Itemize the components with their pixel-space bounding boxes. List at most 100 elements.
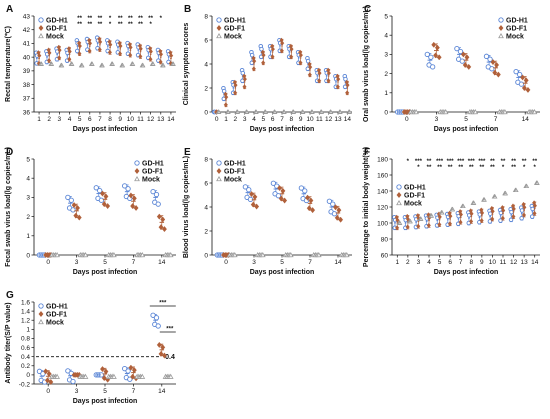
x-tick-label: 12 <box>147 116 155 123</box>
data-point <box>122 183 128 189</box>
x-tick-label: 3 <box>75 259 79 266</box>
data-point <box>459 58 465 64</box>
data-point <box>156 213 162 220</box>
panel-letter: E <box>184 147 191 158</box>
x-tick-label: 5 <box>438 259 442 266</box>
y-tick-label: 180 <box>377 156 388 163</box>
data-point <box>529 214 535 219</box>
x-tick-label: 7 <box>132 259 136 266</box>
significance-bottom: * <box>149 22 152 28</box>
significance-bottom: ** <box>437 165 442 171</box>
significance-bottom: * <box>109 22 112 28</box>
x-tick-label: 7 <box>280 116 284 123</box>
data-point <box>416 223 421 229</box>
series-mock <box>215 109 353 114</box>
x-tick-label: 1 <box>224 116 228 123</box>
panel-c: C 0 1 2 3 4 5 0 3 5 7 14 Days post infection Oral swa… <box>363 4 540 133</box>
data-point <box>122 365 128 372</box>
data-point <box>71 202 77 209</box>
data-point <box>521 84 527 92</box>
significance-top: ** <box>501 159 506 165</box>
legend-label: Mock <box>224 177 242 184</box>
y-axis-label: Rectal temperature(℃) <box>4 26 12 102</box>
x-tick-label: 5 <box>464 116 468 123</box>
significance-top: *** <box>447 159 455 165</box>
x-tick-label: 9 <box>118 116 122 123</box>
significance-top: * <box>407 159 410 165</box>
x-axis-label: Days post infection <box>250 269 315 276</box>
y-tick-label: 38 <box>23 82 31 89</box>
threshold-label: 0.4 <box>165 354 175 361</box>
x-tick-label: 8 <box>469 259 473 266</box>
y-tick-label: 0 <box>26 252 30 259</box>
significance-top: ** <box>118 16 123 22</box>
data-point <box>153 191 160 198</box>
comparison-label: *** <box>166 327 174 333</box>
data-point <box>520 74 526 81</box>
data-point <box>117 51 123 57</box>
panel-e: E 0 2 4 6 8 0 3 5 7 14 Days post infection Blood vir… <box>183 147 352 276</box>
data-point <box>460 51 466 58</box>
significance-top: ** <box>128 16 133 22</box>
data-point <box>105 203 111 210</box>
data-point <box>70 207 76 213</box>
x-tick-label: 0 <box>46 259 50 266</box>
data-point <box>150 312 156 318</box>
x-tick-label: 12 <box>510 259 518 266</box>
data-point <box>240 70 246 76</box>
data-point <box>153 315 160 321</box>
y-tick-label: 0 <box>26 372 30 379</box>
x-tick-label: 13 <box>157 116 165 123</box>
data-point <box>395 217 400 223</box>
data-point <box>37 53 42 59</box>
x-tick-label: 14 <box>167 116 175 123</box>
significance-bottom: ** <box>138 22 143 28</box>
y-tick-label: 1.2 <box>21 318 30 325</box>
data-point <box>252 193 258 200</box>
y-tick-label: 40 <box>23 54 31 61</box>
data-point <box>458 219 463 225</box>
data-point <box>523 77 529 84</box>
y-tick-label: 120 <box>377 204 388 211</box>
data-point <box>280 40 285 46</box>
y-tick-label: 0.6 <box>21 345 30 352</box>
legend-label: Mock <box>46 320 64 327</box>
data-point <box>100 366 105 373</box>
data-point <box>317 70 322 76</box>
y-tick-label: 0.4 <box>21 354 30 361</box>
data-point <box>317 78 322 84</box>
significance-bottom: * <box>417 165 420 171</box>
data-point <box>345 82 350 88</box>
y-tick-label: 5 <box>26 156 30 163</box>
significance-top: ** <box>532 159 537 165</box>
data-point <box>155 201 161 207</box>
data-point <box>118 43 123 49</box>
significance-top: *** <box>415 159 423 165</box>
x-tick-label: 10 <box>127 116 135 123</box>
x-tick-label: 6 <box>88 116 92 123</box>
y-tick-label: 3 <box>26 195 30 202</box>
series-gd-h1 <box>36 312 161 385</box>
data-point <box>101 201 107 208</box>
y-tick-label: 0 <box>204 109 208 116</box>
x-tick-label: 11 <box>500 259 507 266</box>
data-point <box>501 207 506 214</box>
x-axis-label: Days post infection <box>434 269 499 276</box>
data-point <box>532 210 537 217</box>
data-point <box>36 368 43 374</box>
data-point <box>224 94 229 100</box>
x-tick-label: 4 <box>427 259 431 266</box>
data-point <box>302 188 308 194</box>
data-point <box>156 341 162 348</box>
panel-letter: C <box>364 4 371 15</box>
x-tick-label: 3 <box>75 388 79 395</box>
legend-marker <box>498 17 504 23</box>
data-point <box>447 221 453 227</box>
x-tick-label: 14 <box>522 116 530 123</box>
y-tick-label: 6 <box>204 37 208 44</box>
x-tick-label: 5 <box>280 259 284 266</box>
x-axis-label: Days post infection <box>73 398 138 405</box>
data-point <box>67 48 72 55</box>
data-point <box>43 368 49 375</box>
